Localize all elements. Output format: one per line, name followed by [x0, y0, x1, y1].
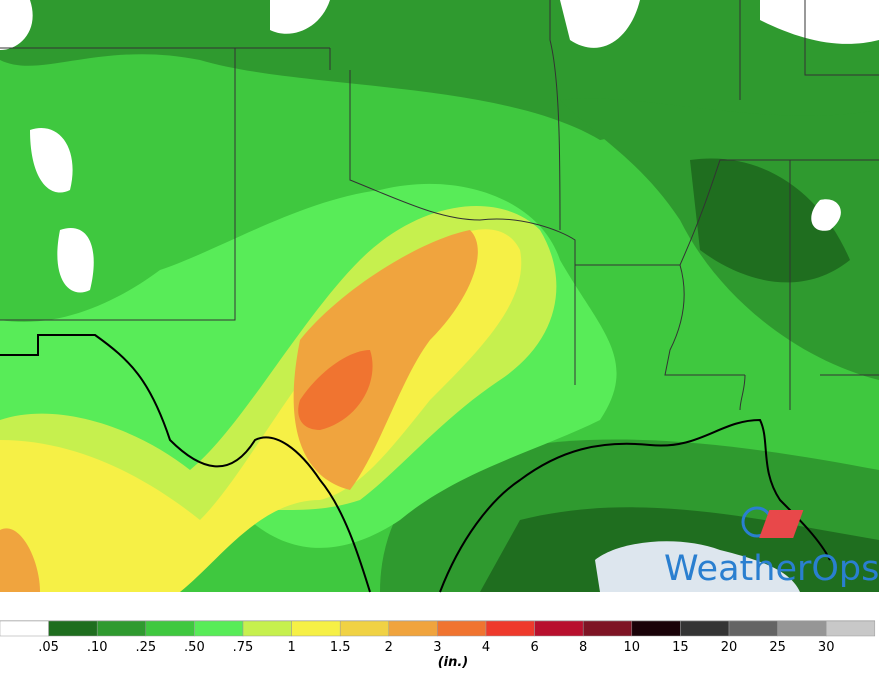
- legend-label: 4: [482, 640, 490, 655]
- logo-icon: [741, 506, 804, 538]
- legend-swatch: [680, 620, 730, 637]
- legend-label: 10: [624, 640, 641, 655]
- legend-swatch: [582, 620, 633, 637]
- legend-label: 3: [433, 640, 441, 655]
- legend-swatch: [145, 620, 195, 637]
- legend-label: .05: [38, 640, 59, 655]
- legend-unit: (in.): [438, 655, 469, 670]
- legend-label: .75: [233, 640, 254, 655]
- legend-swatch: [777, 620, 827, 637]
- precip-map: WeatherOps: [0, 0, 879, 593]
- legend-label: 15: [672, 640, 689, 655]
- legend-swatch: [339, 620, 390, 637]
- legend-swatch: [0, 620, 49, 637]
- legend: (in.) .05 .10 .25 .50 .75 1 1.5 2 3 4 6 8 10 15 20 25 30: [0, 620, 876, 670]
- legend-label: .25: [135, 640, 156, 655]
- legend-swatch: [825, 620, 876, 637]
- legend-swatch: [242, 620, 292, 637]
- legend-swatch: [388, 620, 438, 637]
- legend-swatch: [437, 620, 487, 637]
- legend-label: 6: [530, 640, 538, 655]
- legend-swatch: [96, 620, 147, 637]
- legend-label: 25: [769, 640, 786, 655]
- legend-label: 1.5: [330, 640, 351, 655]
- legend-swatch: [48, 620, 98, 637]
- legend-label: .10: [87, 640, 108, 655]
- legend-swatch: [534, 620, 584, 637]
- legend-label: 2: [385, 640, 393, 655]
- legend-label: 1: [287, 640, 295, 655]
- legend-label: .50: [184, 640, 205, 655]
- legend-swatch: [291, 620, 341, 637]
- legend-swatch: [485, 620, 535, 637]
- legend-swatch: [728, 620, 778, 637]
- legend-label: 8: [579, 640, 587, 655]
- legend-label: 30: [818, 640, 835, 655]
- logo-text: WeatherOps: [664, 549, 879, 589]
- legend-swatch: [194, 620, 244, 637]
- legend-label: 20: [721, 640, 738, 655]
- legend-swatch: [631, 620, 681, 637]
